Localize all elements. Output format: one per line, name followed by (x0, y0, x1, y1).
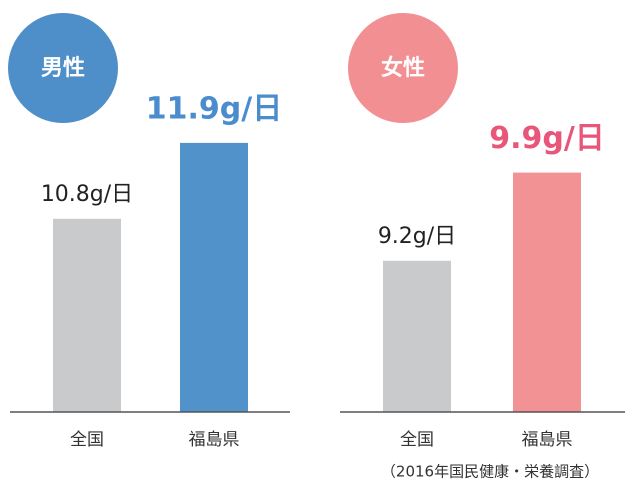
x-tick-label: 全国 (70, 430, 104, 450)
title-badge (348, 13, 458, 123)
value-label: 9.2g/日 (378, 224, 456, 249)
x-tick-label: 福島県 (522, 430, 573, 450)
x-tick-label: 全国 (400, 430, 434, 450)
x-tick-label: 福島県 (189, 430, 240, 450)
bar (513, 172, 581, 412)
value-label: 9.9g/日 (489, 121, 605, 156)
bar (53, 218, 121, 412)
title-badge (8, 13, 118, 123)
bar (180, 142, 248, 412)
bar (383, 260, 451, 412)
chart-title: 男性 (41, 56, 85, 81)
source-note: （2016年国民健康・栄養調査） (381, 463, 599, 481)
chart-title: 女性 (381, 55, 425, 81)
value-label: 10.8g/日 (41, 182, 133, 207)
value-label: 11.9g/日 (146, 91, 282, 126)
